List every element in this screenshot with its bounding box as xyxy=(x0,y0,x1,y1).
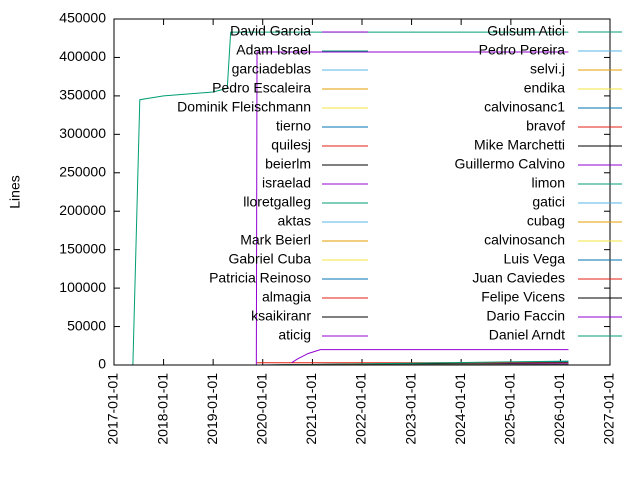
legend-label: Felipe Vicens xyxy=(481,289,565,305)
y-axis-label: Lines xyxy=(7,175,23,208)
x-tick-label: 2023-01-01 xyxy=(402,373,418,445)
y-tick-label: 150000 xyxy=(59,240,106,256)
x-tick-label: 2026-01-01 xyxy=(551,373,567,445)
legend-label: gatici xyxy=(532,194,565,210)
legend-label: Mike Marchetti xyxy=(474,137,565,153)
legend-label: ksaikiranr xyxy=(251,308,311,324)
x-tick-label: 2021-01-01 xyxy=(303,373,319,445)
legend-label: endika xyxy=(524,80,565,96)
legend-label: limon xyxy=(532,175,565,191)
x-tick-label: 2018-01-01 xyxy=(154,373,170,445)
series-line xyxy=(291,349,569,364)
x-tick-label: 2022-01-01 xyxy=(353,373,369,445)
x-tick-label: 2020-01-01 xyxy=(253,373,269,445)
legend-label: Pedro Pereira xyxy=(479,42,566,58)
legend-label: calvinosanc1 xyxy=(484,99,565,115)
legend-label: Mark Beierl xyxy=(240,232,311,248)
series-line xyxy=(132,31,569,366)
legend-label: almagia xyxy=(262,289,311,305)
plot-border xyxy=(113,18,611,366)
legend-label: Pedro Escaleira xyxy=(212,80,311,96)
y-tick-label: 0 xyxy=(98,356,106,372)
legend-label: Gabriel Cuba xyxy=(229,251,312,267)
legend-label: Dario Faccin xyxy=(486,308,565,324)
x-tick-label: 2019-01-01 xyxy=(204,373,220,445)
legend-label: tierno xyxy=(276,118,311,134)
legend-label: beierlm xyxy=(265,156,311,172)
y-tick-label: 300000 xyxy=(59,125,106,141)
y-tick-label: 350000 xyxy=(59,87,106,103)
y-tick-label: 100000 xyxy=(59,279,106,295)
y-tick-label: 200000 xyxy=(59,202,106,218)
x-tick-label: 2025-01-01 xyxy=(502,373,518,445)
legend-label: Patricia Reinoso xyxy=(209,270,311,286)
legend-label: garciadeblas xyxy=(232,61,311,77)
legend-label: calvinosanch xyxy=(484,232,565,248)
legend-label: quilesj xyxy=(271,137,311,153)
legend-label: Dominik Fleischmann xyxy=(177,99,311,115)
legend-label: bravof xyxy=(526,118,565,134)
legend-label: aticig xyxy=(278,327,311,343)
legend-label: Adam Israel xyxy=(236,42,311,58)
x-tick-label: 2024-01-01 xyxy=(452,373,468,445)
x-tick-label: 2027-01-01 xyxy=(601,373,617,445)
legend-label: aktas xyxy=(278,213,311,229)
legend-label: israelad xyxy=(262,175,311,191)
series-line xyxy=(255,51,569,366)
y-tick-label: 450000 xyxy=(59,10,106,26)
legend-label: lloretgalleg xyxy=(243,194,311,210)
legend-label: Guillermo Calvino xyxy=(455,156,566,172)
legend-label: Juan Caviedes xyxy=(472,270,565,286)
series-line xyxy=(270,360,569,366)
legend-label: Luis Vega xyxy=(504,251,566,267)
x-tick-label: 2017-01-01 xyxy=(105,373,121,445)
legend-label: Gulsum Atici xyxy=(487,23,565,39)
legend-label: David Garcia xyxy=(230,23,311,39)
legend-label: Daniel Arndt xyxy=(489,327,565,343)
y-tick-label: 250000 xyxy=(59,163,106,179)
legend-label: selvi.j xyxy=(530,61,565,77)
y-tick-label: 400000 xyxy=(59,48,106,64)
legend-label: cubag xyxy=(527,213,565,229)
y-tick-label: 50000 xyxy=(67,317,106,333)
